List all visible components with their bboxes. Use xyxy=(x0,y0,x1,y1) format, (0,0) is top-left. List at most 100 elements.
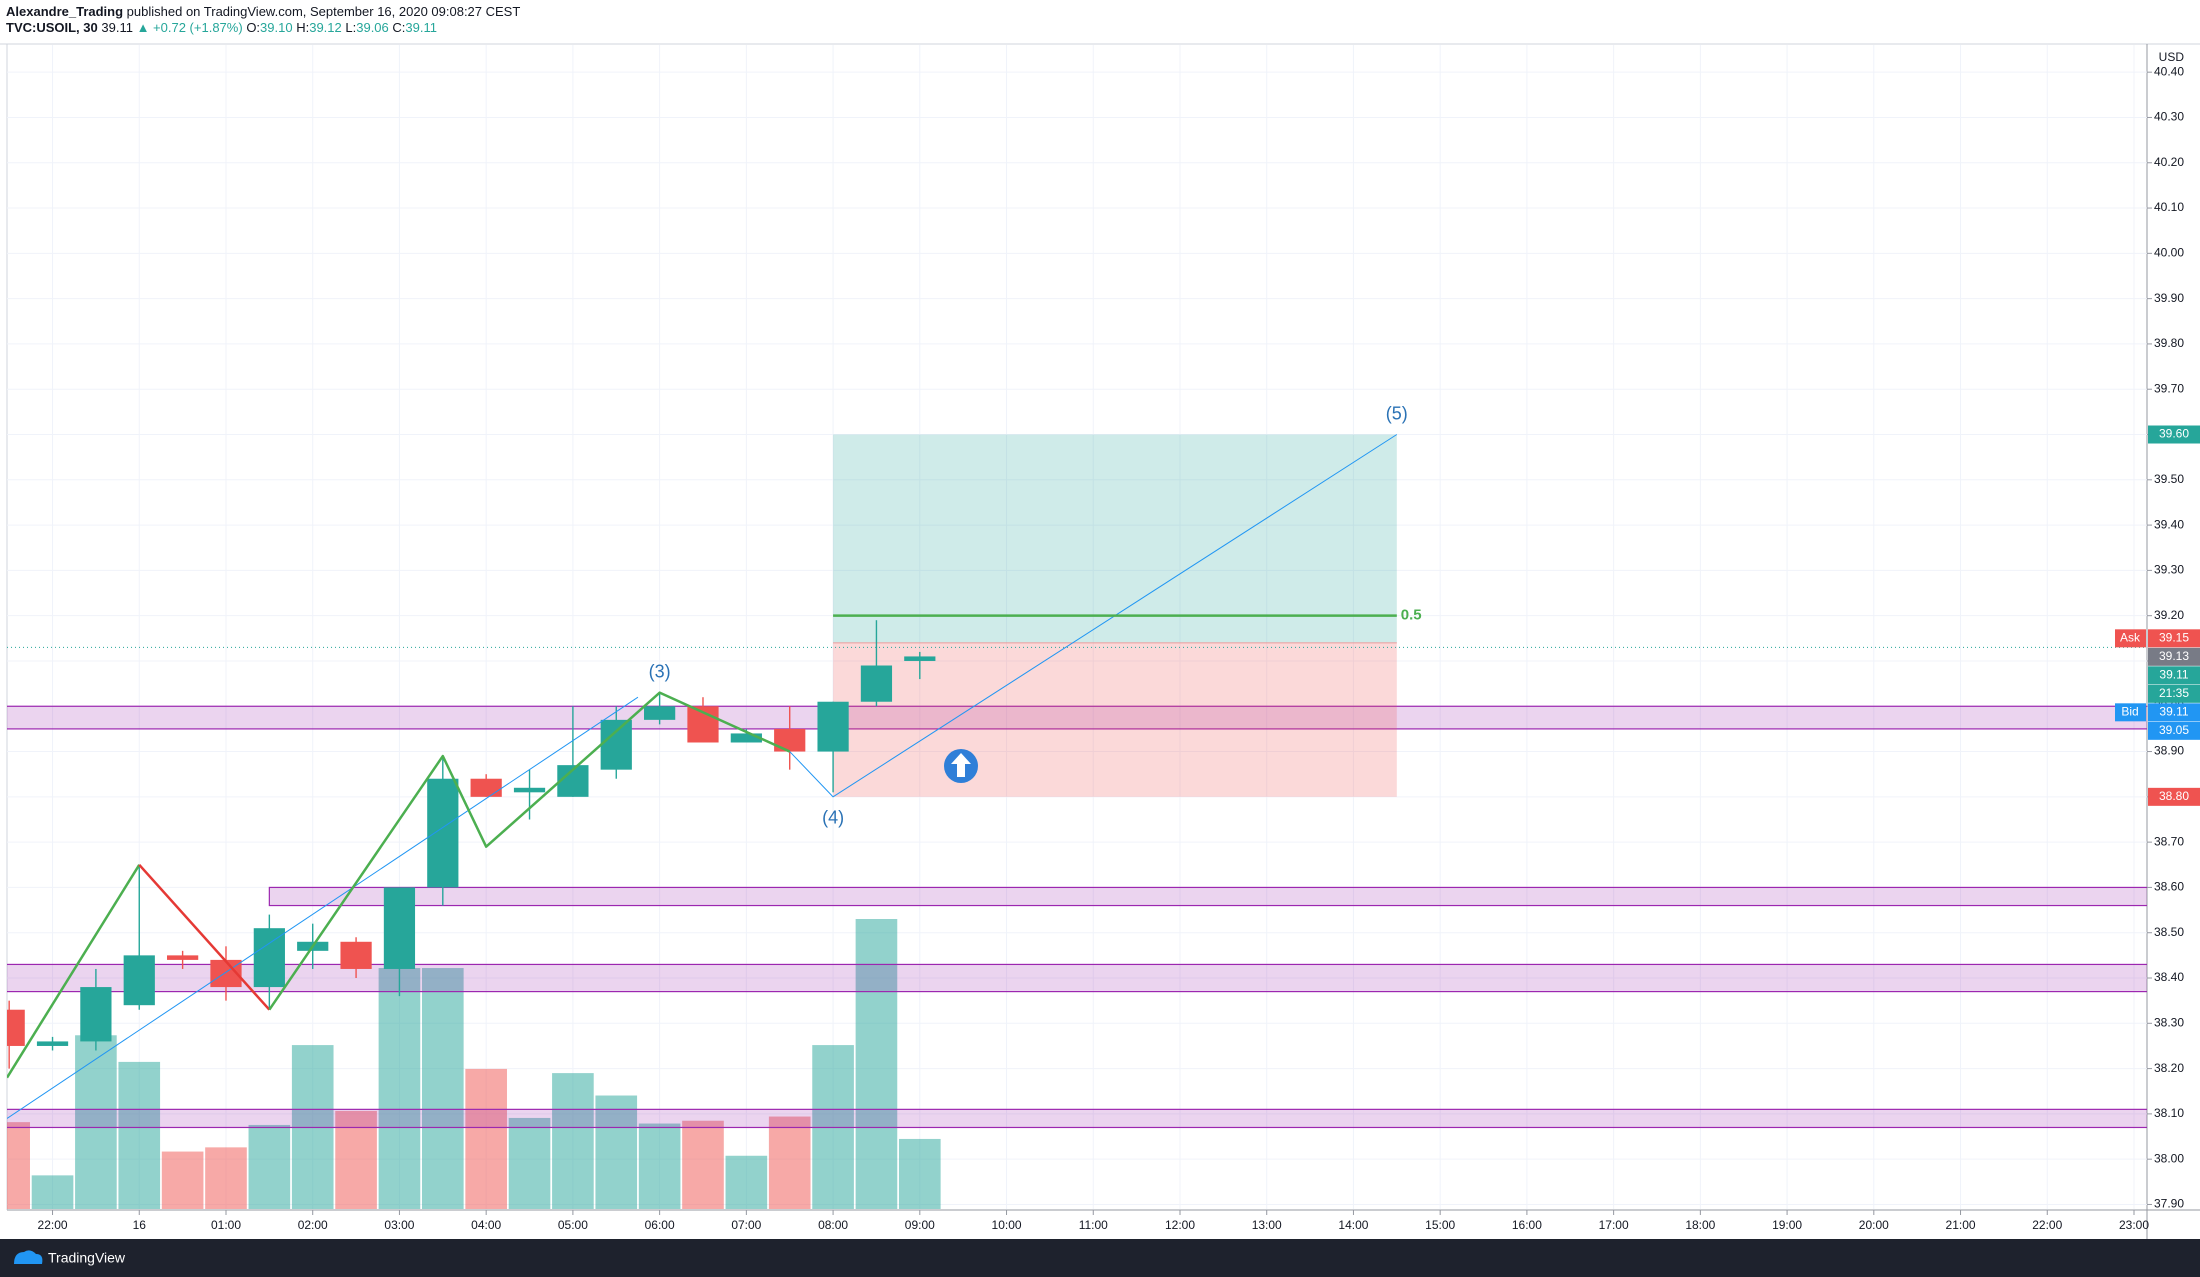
price-tag xyxy=(2148,684,2200,703)
zone xyxy=(7,963,2147,993)
y-tick-label: 39.90 xyxy=(2154,291,2184,305)
candle-body xyxy=(730,733,762,743)
x-tick-label: 20:00 xyxy=(1859,1218,1889,1232)
volume-bar xyxy=(7,1122,30,1209)
volume-bar xyxy=(465,1068,507,1209)
volume-bar xyxy=(205,1147,247,1209)
candle-body xyxy=(817,701,849,752)
volume-bar xyxy=(638,1123,681,1209)
candle-body xyxy=(860,665,893,702)
candle-body xyxy=(427,778,459,888)
footer-logo xyxy=(14,1250,43,1264)
price-tag-label: 21:35 xyxy=(2159,686,2189,700)
currency: USD xyxy=(2159,50,2185,64)
ohlc-label: C: xyxy=(392,20,405,35)
price-tag-label: 38.80 xyxy=(2159,789,2189,803)
header-line-2: TVC:USOIL, 30 39.11 ▲ +0.72 (+1.87%) O:3… xyxy=(6,20,437,35)
y-tick-label: 40.40 xyxy=(2154,64,2184,78)
header-line-1: Alexandre_Trading published on TradingVi… xyxy=(6,4,520,19)
x-tick-label: 07:00 xyxy=(731,1218,761,1232)
candle-body xyxy=(600,719,632,770)
zone xyxy=(268,886,2147,907)
footer-brand: TradingView xyxy=(48,1250,126,1266)
y-tick-label: 38.40 xyxy=(2154,970,2184,984)
trade-arrow-icon xyxy=(944,749,978,783)
volume-bar xyxy=(725,1155,768,1209)
candle-body xyxy=(644,706,676,720)
x-tick-label: 16:00 xyxy=(1512,1218,1542,1232)
volume-bar xyxy=(508,1117,551,1209)
x-tick-label: 04:00 xyxy=(471,1218,501,1232)
y-tick-label: 39.40 xyxy=(2154,517,2184,531)
plot-area xyxy=(7,45,2147,1209)
price-tag xyxy=(2148,666,2200,685)
candle-body xyxy=(383,887,416,969)
wave-line xyxy=(138,863,271,1011)
volume-bar xyxy=(421,968,464,1209)
volume-bar xyxy=(682,1120,724,1209)
y-tick-label: 38.30 xyxy=(2154,1015,2184,1029)
y-tick-label: 38.10 xyxy=(2154,1106,2184,1120)
y-tick-label: 40.30 xyxy=(2154,110,2184,124)
volume-bar xyxy=(161,1151,204,1209)
author: Alexandre_Trading xyxy=(6,4,123,19)
price-tag xyxy=(2148,629,2200,648)
price-tag xyxy=(2148,425,2200,444)
wave-label: (4) xyxy=(822,808,844,828)
price-tag xyxy=(2148,647,2200,666)
price-tag-label: 39.11 xyxy=(2159,704,2188,718)
price-tag-name-box xyxy=(2115,703,2146,722)
ohlc-value: 39.06 xyxy=(356,20,389,35)
y-tick-label: 39.70 xyxy=(2154,381,2184,395)
price-tag-name: Bid xyxy=(2121,704,2138,718)
price-tag xyxy=(2148,721,2200,740)
wave-label: (3) xyxy=(649,661,671,681)
x-tick-label: 09:00 xyxy=(905,1218,935,1232)
y-tick-label: 40.00 xyxy=(2154,246,2184,260)
candle-body xyxy=(80,987,112,1042)
ohlc-label: L: xyxy=(345,20,356,35)
x-tick-label: 16 xyxy=(133,1218,147,1232)
candle-body xyxy=(253,928,285,988)
x-tick-label: 15:00 xyxy=(1425,1218,1455,1232)
x-tick-label: 10:00 xyxy=(992,1218,1022,1232)
x-tick-label: 22:00 xyxy=(38,1218,68,1232)
wave-line xyxy=(7,696,639,1119)
volume-bar xyxy=(595,1095,638,1209)
position-target xyxy=(833,434,1397,643)
footer-bar xyxy=(0,1239,2200,1277)
candle-body xyxy=(513,787,546,793)
wave-line xyxy=(789,434,1398,798)
candle-body xyxy=(904,656,936,661)
volume-bar xyxy=(75,1035,117,1209)
plot-layer: 37.90 38.00 38.10 38.20 38.30 38.40 38.50 38.60… xyxy=(7,45,2200,1232)
wave-label: (5) xyxy=(1386,403,1408,423)
position-stop xyxy=(833,642,1397,797)
x-tick-label: 22:00 xyxy=(2032,1218,2062,1232)
volume-bar xyxy=(855,919,898,1209)
fib-label: 0.5 xyxy=(1401,607,1422,624)
y-tick-label: 38.50 xyxy=(2154,925,2184,939)
candle-body xyxy=(470,778,502,797)
y-tick-label: 40.10 xyxy=(2154,200,2184,214)
y-tick-label: 38.60 xyxy=(2154,880,2184,894)
y-tick-label: 38.00 xyxy=(2154,1151,2184,1165)
volume-bar xyxy=(31,1175,74,1209)
x-tick-label: 05:00 xyxy=(558,1218,588,1232)
volume-bar xyxy=(768,1116,811,1209)
candle-body xyxy=(340,941,372,969)
candle-body xyxy=(123,955,155,1006)
x-tick-label: 06:00 xyxy=(645,1218,675,1232)
zone xyxy=(7,1108,2147,1129)
candle-body xyxy=(7,1009,25,1046)
x-tick-label: 19:00 xyxy=(1772,1218,1802,1232)
ohlc-label: O: xyxy=(246,20,260,35)
x-tick-label: 11:00 xyxy=(1079,1218,1108,1232)
price-tag-label: 39.60 xyxy=(2159,427,2189,441)
x-tick-label: 17:00 xyxy=(1599,1218,1629,1232)
price-tag-label: 39.11 xyxy=(2159,667,2188,681)
wave-line xyxy=(268,691,791,1011)
candle-body xyxy=(167,955,199,960)
change: ▲ +0.72 (+1.87%) xyxy=(137,20,243,35)
